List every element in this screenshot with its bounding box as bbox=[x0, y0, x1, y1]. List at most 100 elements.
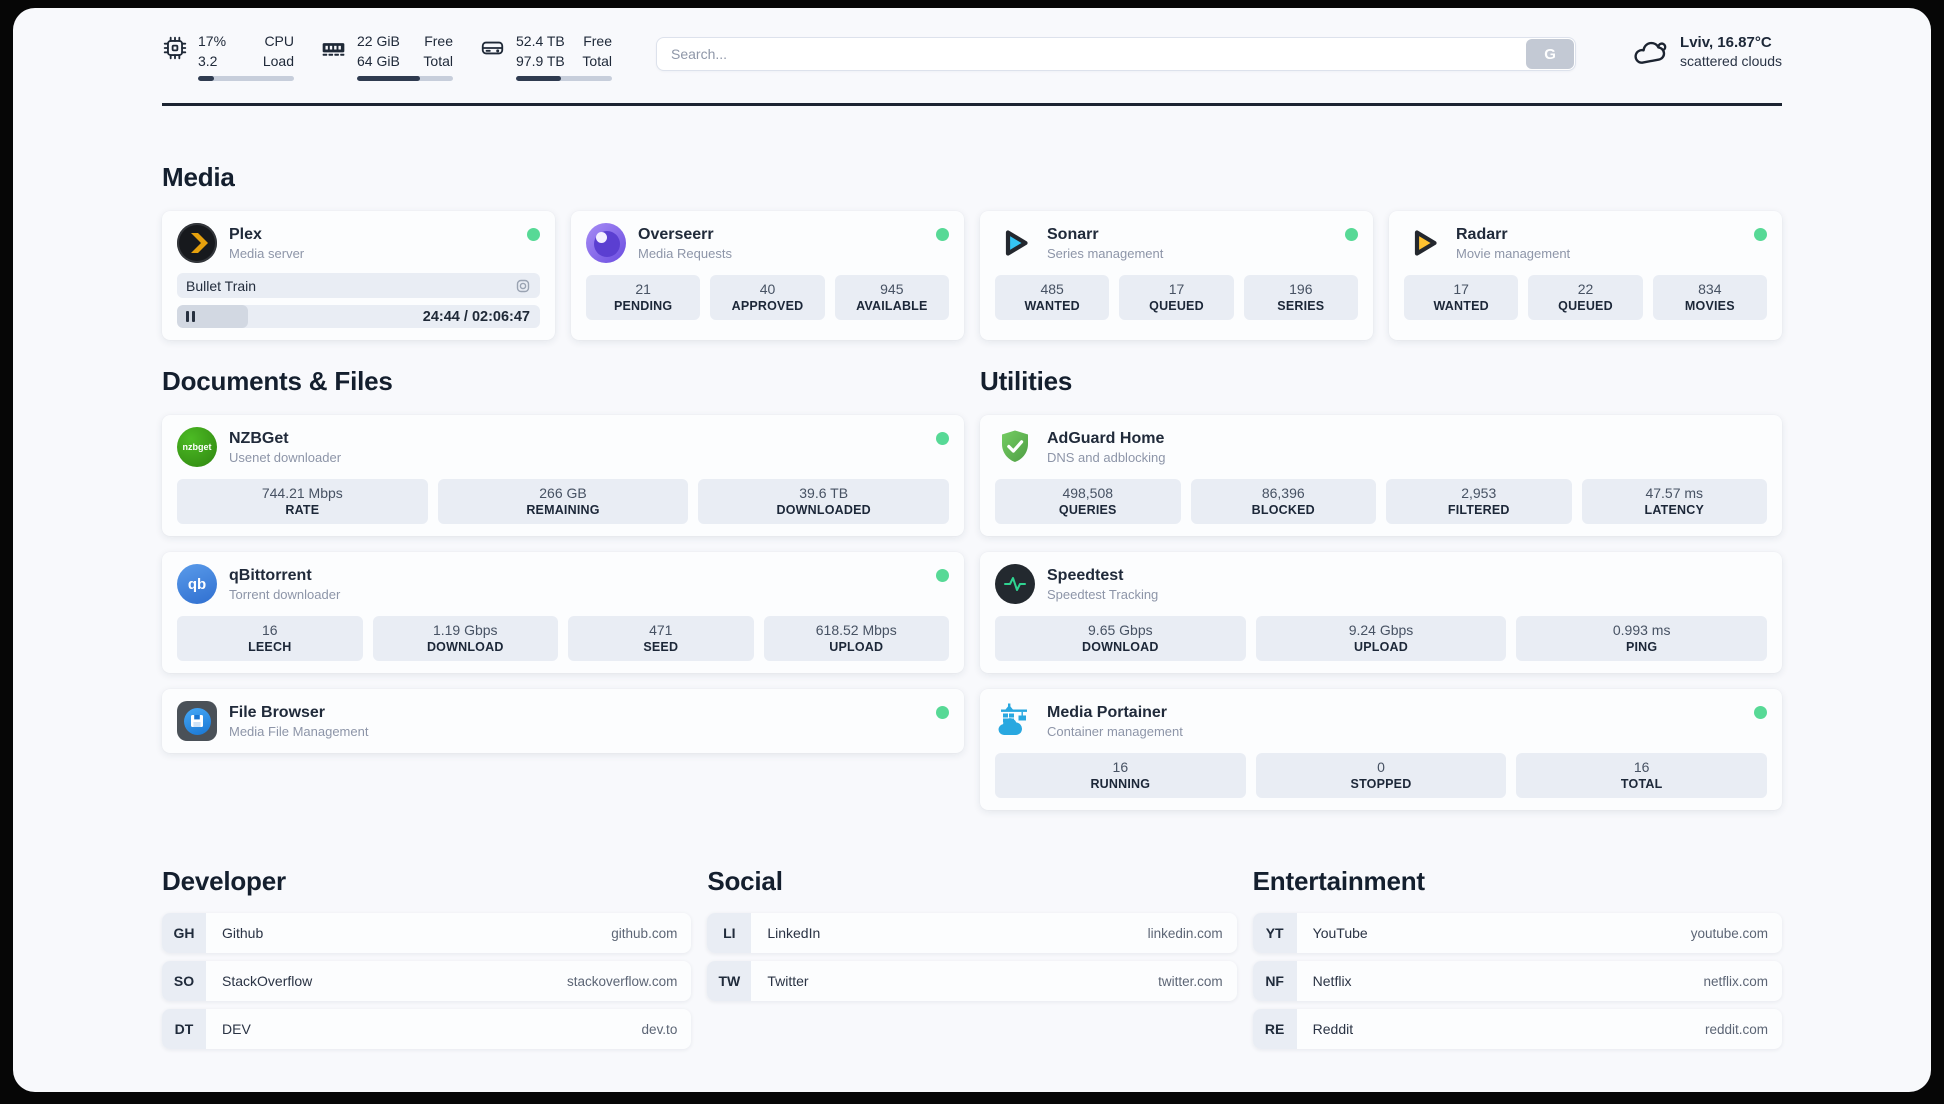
app-title: qBittorrent bbox=[229, 567, 312, 585]
app-card-filebrowser[interactable]: File Browser Media File Management bbox=[162, 689, 964, 754]
bookmark-name: DEV bbox=[222, 1021, 251, 1038]
app-title: NZBGet bbox=[229, 430, 289, 448]
app-title: Speedtest bbox=[1047, 567, 1124, 585]
stat-pill: 2,953 FILTERED bbox=[1386, 479, 1572, 525]
bookmark-abbr: GH bbox=[162, 913, 206, 954]
app-card-adguard[interactable]: AdGuard Home DNS and adblocking 498,508 Q… bbox=[980, 415, 1782, 537]
stat-pill: 22 QUEUED bbox=[1528, 275, 1643, 321]
memory-stat: 22 GiB 64 GiB Free Total bbox=[320, 32, 453, 82]
bookmark-netflix[interactable]: NF Netflix netflix.com bbox=[1252, 961, 1782, 1002]
section-title-documents: Documents & Files bbox=[162, 366, 393, 397]
now-playing-row: Bullet Train bbox=[177, 273, 540, 299]
stat-pill: 471 SEED bbox=[568, 616, 754, 662]
stat-pill: 485 WANTED bbox=[995, 275, 1110, 321]
stat-pill: 17 QUEUED bbox=[1119, 275, 1234, 321]
cpu-stat: 17% 3.2 CPU Load bbox=[162, 32, 294, 82]
bookmark-youtube[interactable]: YT YouTube youtube.com bbox=[1252, 913, 1782, 954]
search-engine-button[interactable]: G bbox=[1526, 39, 1575, 69]
app-card-overseerr[interactable]: Overseerr Media Requests 21 PENDING 40 APP… bbox=[571, 211, 964, 341]
status-badge bbox=[936, 706, 949, 720]
bookmark-reddit[interactable]: RE Reddit reddit.com bbox=[1252, 1009, 1782, 1050]
cpu-label-1: CPU bbox=[264, 33, 294, 49]
stat-pill: 21 PENDING bbox=[586, 275, 701, 321]
disk-label-2: Total bbox=[582, 52, 612, 69]
disk-free-value: 52.4 TB bbox=[516, 33, 565, 49]
app-card-radarr[interactable]: Radarr Movie management 17 WANTED 22 QUEUE… bbox=[1389, 211, 1782, 341]
stat-pill: 196 SERIES bbox=[1243, 275, 1358, 321]
section-documents: Documents & Files nzbget NZBGet Usenet d… bbox=[162, 366, 964, 810]
stat-pill: 17 WANTED bbox=[1404, 275, 1519, 321]
stat-pill: 16 LEECH bbox=[177, 616, 363, 662]
stat-pill: 266 GB REMAINING bbox=[437, 479, 689, 525]
search-input[interactable] bbox=[656, 37, 1577, 71]
section-social: Social LI LinkedIn linkedin.com TW Twitt… bbox=[707, 866, 1237, 1049]
section-title-social: Social bbox=[707, 866, 783, 897]
stat-pill: 39.6 TB DOWNLOADED bbox=[698, 479, 949, 525]
section-utilities: Utilities bbox=[980, 366, 1782, 811]
app-card-portainer[interactable]: Media Portainer Container management 16 R… bbox=[980, 689, 1782, 811]
section-entertainment: Entertainment YT YouTube youtube.com NF … bbox=[1252, 866, 1782, 1050]
bookmark-dev[interactable]: DT DEV dev.to bbox=[162, 1009, 692, 1050]
adguard-icon bbox=[995, 427, 1035, 467]
app-card-nzbget[interactable]: nzbget NZBGet Usenet downloader 744.21 M… bbox=[162, 415, 964, 537]
section-title-entertainment: Entertainment bbox=[1252, 866, 1425, 897]
overseerr-icon bbox=[586, 223, 626, 264]
stat-pill: 16 TOTAL bbox=[1516, 753, 1767, 799]
bookmark-github[interactable]: GH Github github.com bbox=[162, 913, 692, 954]
top-bar: 17% 3.2 CPU Load bbox=[162, 32, 1782, 82]
bookmark-abbr: NF bbox=[1252, 961, 1297, 1002]
stat-pill: 9.65 Gbps DOWNLOAD bbox=[995, 616, 1246, 662]
status-badge bbox=[936, 228, 949, 242]
app-card-plex[interactable]: Plex Media server Bullet Train bbox=[162, 211, 555, 341]
app-card-speedtest[interactable]: Speedtest Speedtest Tracking 9.65 Gbps DO… bbox=[980, 552, 1782, 674]
stat-pill: 498,508 QUERIES bbox=[995, 479, 1181, 525]
status-badge bbox=[1345, 228, 1358, 242]
session-icon bbox=[516, 279, 530, 292]
bookmark-url: reddit.com bbox=[1704, 1021, 1768, 1037]
bookmark-url: stackoverflow.com bbox=[567, 973, 678, 989]
bookmark-twitter[interactable]: TW Twitter twitter.com bbox=[707, 961, 1237, 1002]
bookmark-name: Reddit bbox=[1312, 1021, 1354, 1038]
pause-button[interactable] bbox=[186, 311, 198, 323]
cloud-icon bbox=[1634, 41, 1667, 64]
sonarr-icon bbox=[995, 223, 1035, 263]
app-subtitle: Container management bbox=[1047, 724, 1183, 740]
section-title-developer: Developer bbox=[162, 866, 286, 897]
speedtest-icon bbox=[995, 564, 1035, 605]
radarr-icon bbox=[1404, 223, 1444, 263]
app-subtitle: Speedtest Tracking bbox=[1047, 587, 1159, 603]
bookmark-abbr: TW bbox=[707, 961, 752, 1002]
cpu-value-load: 3.2 bbox=[198, 52, 218, 69]
bookmark-url: netflix.com bbox=[1703, 973, 1768, 989]
playback-progress: 24:44 / 02:06:47 bbox=[177, 305, 540, 329]
section-media: Media Plex Media server bbox=[162, 162, 1782, 341]
bookmark-abbr: DT bbox=[162, 1009, 206, 1050]
disk-label-1: Free bbox=[583, 33, 612, 49]
cpu-progress-bar bbox=[198, 76, 294, 82]
nzbget-icon: nzbget bbox=[177, 427, 217, 468]
stat-pill: 1.19 Gbps DOWNLOAD bbox=[372, 616, 558, 662]
app-card-sonarr[interactable]: Sonarr Series management 485 WANTED 17 QUE… bbox=[980, 211, 1373, 341]
status-badge bbox=[936, 432, 949, 446]
stat-pill: 0 STOPPED bbox=[1255, 753, 1507, 799]
bookmark-url: github.com bbox=[611, 925, 678, 941]
bookmark-name: StackOverflow bbox=[222, 973, 313, 990]
bookmark-stackoverflow[interactable]: SO StackOverflow stackoverflow.com bbox=[162, 961, 692, 1002]
section-title-media: Media bbox=[162, 162, 235, 193]
stat-pill: 0.993 ms PING bbox=[1516, 616, 1767, 662]
app-title: File Browser bbox=[229, 704, 326, 722]
bookmark-linkedin[interactable]: LI LinkedIn linkedin.com bbox=[707, 913, 1237, 954]
disk-progress-bar bbox=[516, 76, 612, 82]
app-card-qbittorrent[interactable]: qb qBittorrent Torrent downloader 16 LEEC… bbox=[162, 552, 964, 674]
stat-pill: 9.24 Gbps UPLOAD bbox=[1255, 616, 1507, 662]
portainer-icon bbox=[995, 701, 1035, 741]
memory-total-value: 64 GiB bbox=[357, 52, 400, 69]
bookmark-name: Netflix bbox=[1312, 973, 1352, 990]
bookmark-abbr: YT bbox=[1252, 913, 1297, 954]
section-title-utilities: Utilities bbox=[980, 366, 1073, 397]
memory-free-value: 22 GiB bbox=[357, 33, 400, 49]
playback-time: 24:44 / 02:06:47 bbox=[422, 308, 530, 325]
bookmark-url: twitter.com bbox=[1158, 973, 1223, 989]
app-subtitle: DNS and adblocking bbox=[1047, 450, 1166, 466]
app-title: Overseerr bbox=[638, 226, 714, 244]
